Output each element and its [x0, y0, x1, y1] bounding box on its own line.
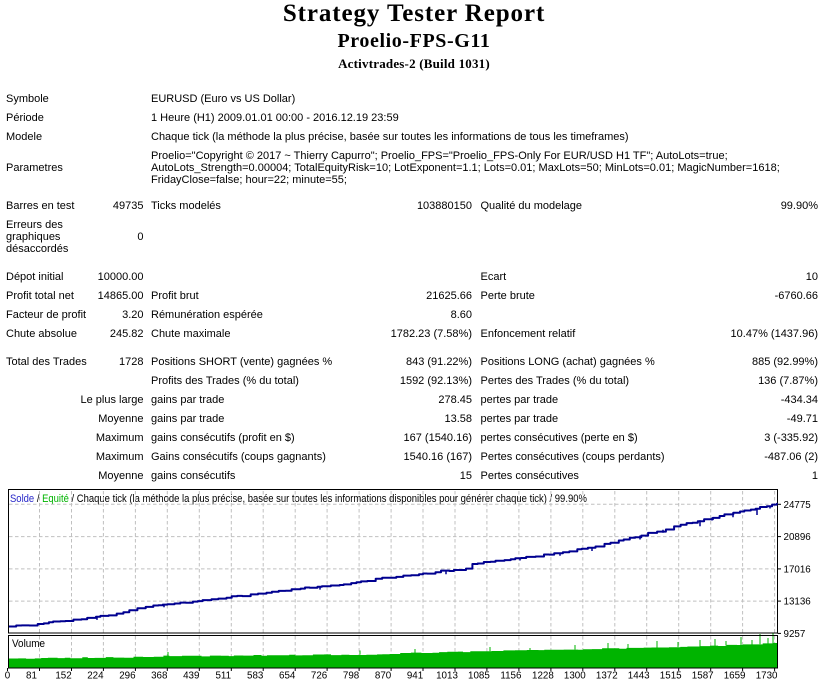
svg-text:1659: 1659 [724, 671, 746, 682]
svg-text:368: 368 [151, 671, 168, 682]
svg-text:439: 439 [183, 671, 199, 682]
svg-text:798: 798 [343, 671, 360, 682]
svg-text:0: 0 [5, 671, 11, 682]
svg-text:1228: 1228 [532, 671, 554, 682]
svg-text:1300: 1300 [564, 671, 586, 682]
svg-text:20896: 20896 [784, 532, 812, 543]
svg-text:511: 511 [215, 671, 231, 682]
svg-text:1085: 1085 [468, 671, 490, 682]
svg-text:152: 152 [55, 671, 71, 682]
svg-text:296: 296 [119, 671, 136, 682]
svg-text:1515: 1515 [660, 671, 682, 682]
svg-text:13136: 13136 [784, 597, 812, 608]
svg-text:654: 654 [279, 671, 296, 682]
svg-text:941: 941 [407, 671, 423, 682]
svg-text:1156: 1156 [500, 671, 522, 682]
svg-text:81: 81 [26, 671, 37, 682]
svg-text:1730: 1730 [756, 671, 778, 682]
svg-text:870: 870 [375, 671, 392, 682]
svg-text:1587: 1587 [692, 671, 714, 682]
svg-text:9257: 9257 [784, 629, 806, 640]
svg-text:1372: 1372 [596, 671, 618, 682]
svg-text:726: 726 [311, 671, 328, 682]
svg-text:1443: 1443 [628, 671, 650, 682]
svg-text:17016: 17016 [784, 565, 812, 576]
svg-text:583: 583 [247, 671, 264, 682]
svg-text:24775: 24775 [784, 500, 812, 511]
svg-text:224: 224 [87, 671, 104, 682]
svg-text:1013: 1013 [436, 671, 458, 682]
